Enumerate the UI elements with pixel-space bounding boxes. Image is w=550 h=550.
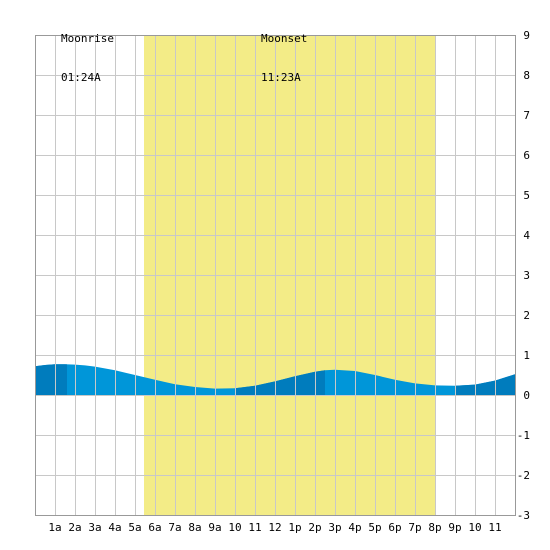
y-tick-label: -3 (517, 509, 530, 522)
y-tick-label: 4 (523, 229, 530, 242)
moonrise-label: Moonrise 01:24A (61, 6, 114, 97)
moonrise-title: Moonrise (61, 32, 114, 45)
x-tick-label: 7a (168, 521, 181, 534)
x-tick-label: 1p (288, 521, 301, 534)
x-axis-ticks: 1a 2a 3a 4a 5a 6a 7a 8a 9a 10 11 12 1p 2p 3p 4p 5p 6p 7p 8p… (48, 521, 501, 534)
y-tick-label: 7 (523, 109, 530, 122)
x-tick-label: 3p (328, 521, 341, 534)
y-tick-label: 8 (523, 69, 530, 82)
moonrise-time: 01:24A (61, 71, 101, 84)
x-tick-label: 10 (468, 521, 481, 534)
y-tick-label: 1 (523, 349, 530, 362)
y-tick-label: 0 (523, 389, 530, 402)
x-tick-label: 5a (128, 521, 141, 534)
x-tick-label: 1a (48, 521, 61, 534)
plot-frame (35, 35, 516, 516)
y-tick-label: 5 (523, 189, 530, 202)
x-tick-label: 5p (368, 521, 381, 534)
x-tick-label: 4a (108, 521, 121, 534)
y-tick-label: 3 (523, 269, 530, 282)
x-tick-label: 11 (488, 521, 501, 534)
y-tick-label: 6 (523, 149, 530, 162)
moonset-title: Moonset (261, 32, 308, 45)
x-tick-label: 3a (88, 521, 101, 534)
x-tick-label: 8p (428, 521, 441, 534)
moonset-label: Moonset 11:23A (261, 6, 307, 97)
x-tick-label: 6a (148, 521, 161, 534)
x-tick-label: 12 (268, 521, 281, 534)
x-tick-label: 4p (348, 521, 361, 534)
x-tick-label: 2a (68, 521, 81, 534)
x-tick-label: 7p (408, 521, 421, 534)
x-tick-label: 2p (308, 521, 321, 534)
x-tick-label: 9p (448, 521, 461, 534)
y-tick-label: 9 (523, 29, 530, 42)
y-tick-label: -2 (517, 469, 530, 482)
y-tick-label: -1 (517, 429, 530, 442)
x-tick-label: 9a (208, 521, 221, 534)
x-tick-label: 11 (248, 521, 261, 534)
y-tick-label: 2 (523, 309, 530, 322)
y-axis-ticks: -3 -2 -1 0 1 2 3 4 5 6 7 8 9 (517, 29, 531, 522)
x-tick-label: 10 (228, 521, 241, 534)
x-tick-label: 8a (188, 521, 201, 534)
x-tick-label: 6p (388, 521, 401, 534)
tide-night-band (35, 364, 67, 395)
moonset-time: 11:23A (261, 71, 301, 84)
